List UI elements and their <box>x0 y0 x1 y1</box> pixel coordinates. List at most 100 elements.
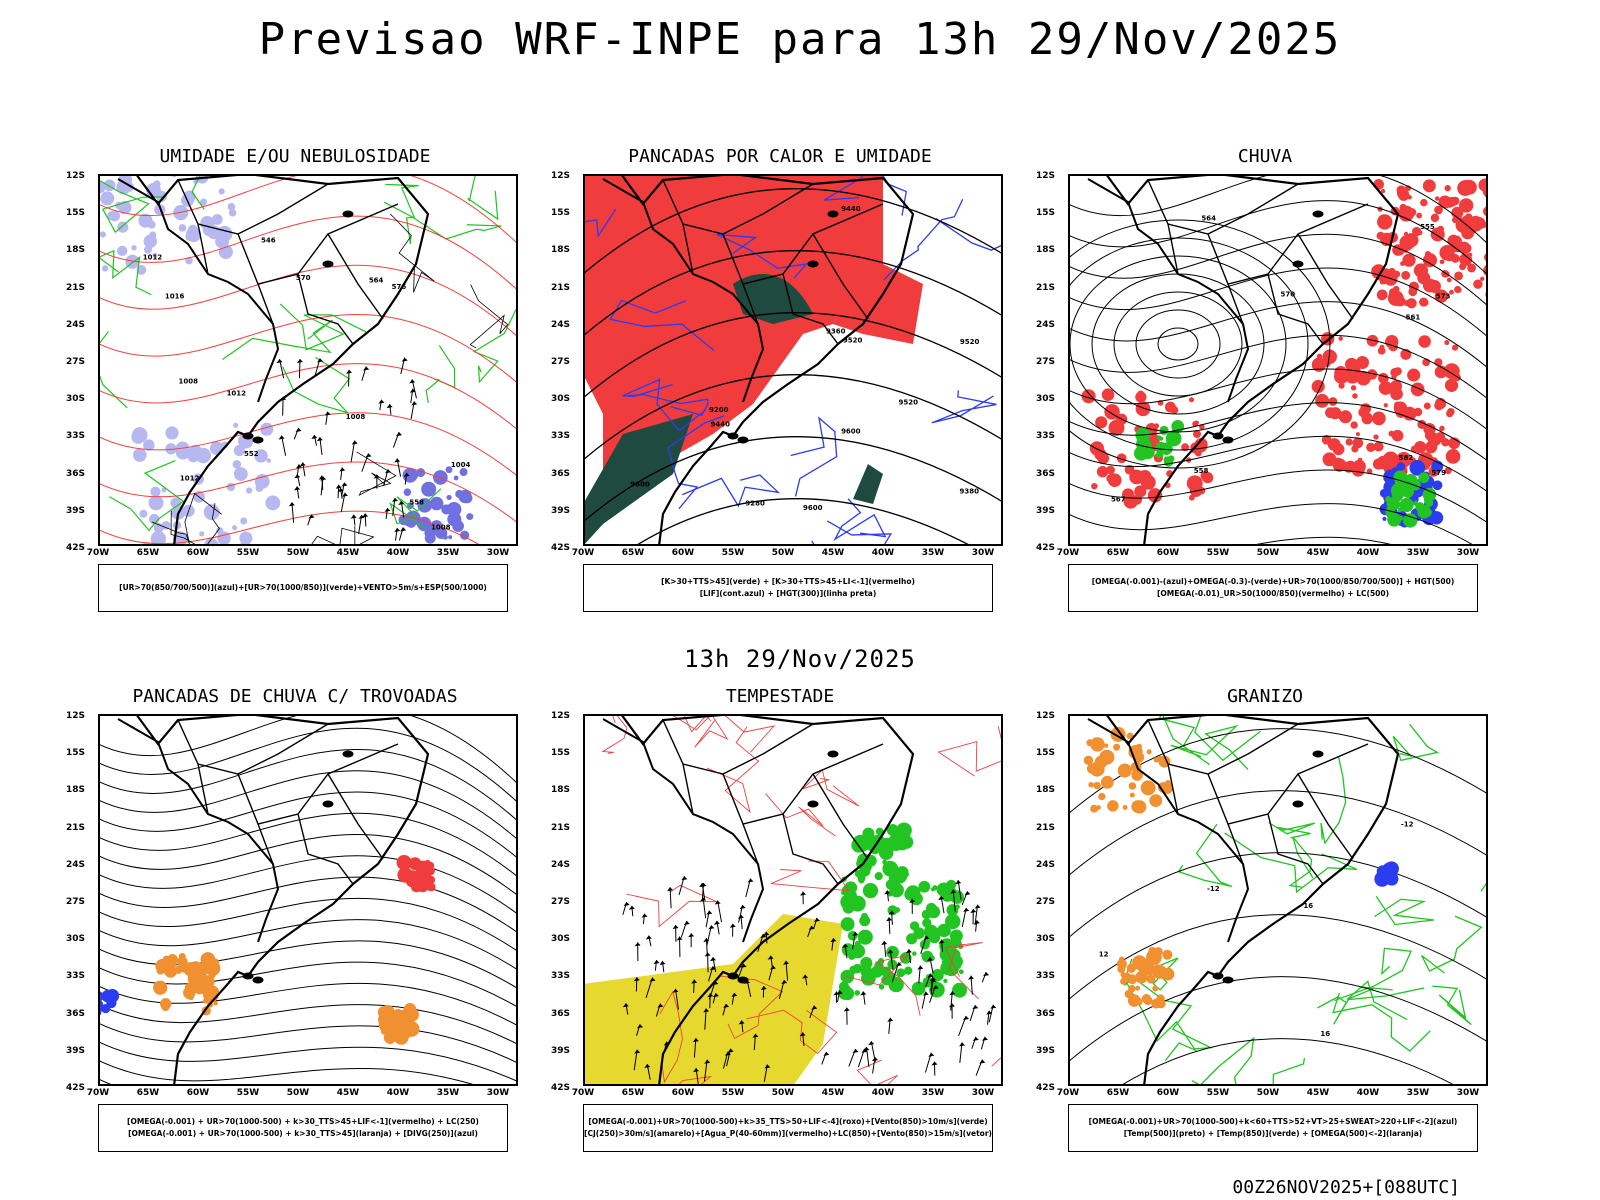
longitude-axis: 70W 65W 60W 55W 50W 45W 40W 35W 30W <box>87 548 518 560</box>
longitude-tick: 35W <box>1406 1088 1430 1098</box>
latitude-tick: 12S <box>1036 171 1056 181</box>
contour-label: 564 <box>1201 215 1216 223</box>
main-title: Previsao WRF-INPE para 13h 29/Nov/2025 <box>258 14 1342 65</box>
latitude-tick: 27S <box>66 357 86 367</box>
latitude-tick: 18S <box>66 785 86 796</box>
contour-label: 1008 <box>346 413 366 421</box>
latitude-tick: 24S <box>1036 319 1056 330</box>
country-border <box>117 178 280 403</box>
latitude-tick: 30S <box>66 394 86 405</box>
humidity-very-high-area <box>398 466 474 544</box>
latitude-tick: 24S <box>66 859 86 870</box>
state-border <box>1267 813 1324 885</box>
longitude-tick: 30W <box>1456 1088 1480 1098</box>
map-frame[interactable]: 12 16 16 -12 -12 <box>1068 714 1488 1086</box>
longitude-axis: 70W 65W 60W 55W 50W 45W 40W 35W 30W <box>572 548 1003 560</box>
contour-label: 9440 <box>710 420 730 428</box>
panel-title: GRANIZO <box>1227 686 1303 707</box>
longitude-tick: 65W <box>1106 548 1130 558</box>
map-frame[interactable] <box>98 714 518 1086</box>
map-canvas <box>98 714 518 1086</box>
storm-area-orange <box>153 952 221 1016</box>
country-border <box>117 718 280 943</box>
map-frame[interactable]: 582 573 579 570 567 564 561 558 555 <box>1068 174 1488 546</box>
lake <box>1212 972 1224 980</box>
panel-tempestade[interactable]: TEMPESTADE 12S 15S 18S 21S 24S 27S 30S 33S 36S 39S… <box>551 686 1003 1166</box>
contour-label: 1012 <box>180 474 200 482</box>
country-border <box>602 718 765 943</box>
latitude-tick: 15S <box>1036 208 1056 219</box>
map-frame[interactable]: 1008 1008 1008 1012 1004 1016 1012 1012 576 570 56… <box>98 174 518 546</box>
state-border <box>1207 203 1369 285</box>
longitude-tick: 45W <box>821 1088 845 1098</box>
latitude-tick: 33S <box>66 431 86 442</box>
latitude-axis: 12S 15S 18S 21S 24S 27S 30S 33S 36S 39S 42S <box>66 711 96 1093</box>
latitude-tick: 18S <box>551 785 571 796</box>
contour-label: 1012 <box>227 389 247 397</box>
latitude-tick: 21S <box>66 282 86 293</box>
country-border <box>602 178 765 403</box>
latitude-tick: 21S <box>551 282 571 293</box>
geography <box>1068 174 1400 546</box>
longitude-tick: 50W <box>286 1088 310 1098</box>
omega-area-orange <box>1116 946 1175 1009</box>
lake <box>737 976 749 984</box>
lake <box>1222 976 1234 984</box>
contour-label: 9280 <box>745 500 765 508</box>
latitude-tick: 42S <box>66 1083 86 1093</box>
latitude-tick: 24S <box>1036 859 1056 870</box>
latitude-tick: 27S <box>1036 897 1056 907</box>
legend-line: [OMEGA(-0.001)+UR>70(1000-500)+k<60+TTS>… <box>1088 1117 1458 1126</box>
latitude-tick: 36S <box>551 468 571 479</box>
panel-legend: [K>30+TTS>45](verde) + [K>30+TTS>45+LI<-… <box>583 564 993 612</box>
longitude-tick: 30W <box>486 1088 510 1098</box>
lake <box>322 800 334 808</box>
longitude-tick: 55W <box>1206 548 1230 558</box>
coastline <box>1068 714 1400 1086</box>
longitude-tick: 30W <box>971 1088 995 1098</box>
latitude-tick: 30S <box>551 934 571 945</box>
state-border <box>722 743 884 825</box>
map-frame[interactable] <box>583 714 1003 1086</box>
geography <box>98 714 430 1086</box>
lake <box>1222 436 1234 444</box>
longitude-tick: 40W <box>871 1088 895 1098</box>
longitude-tick: 55W <box>236 548 260 558</box>
lake <box>737 436 749 444</box>
longitude-tick: 45W <box>821 548 845 558</box>
longitude-tick: 40W <box>386 548 410 558</box>
state-border <box>197 763 209 815</box>
latitude-tick: 12S <box>66 171 86 181</box>
panel-pancadas-calor[interactable]: PANCADAS POR CALOR E UMIDADE 9600 9600 9600… <box>551 146 1003 626</box>
latitude-tick: 39S <box>551 505 571 516</box>
map-canvas: 12 16 16 -12 -12 <box>1068 714 1488 1086</box>
contour-label: 558 <box>1194 467 1209 475</box>
map-frame[interactable]: 9600 9600 9600 9520 9520 9520 9440 9440 9360 9380… <box>583 174 1003 546</box>
panel-umidade[interactable]: UMIDADE E/OU NEBULOSIDADE 1008 1008 1008 101… <box>66 146 518 626</box>
contour-label: 9600 <box>630 481 650 489</box>
latitude-tick: 12S <box>551 711 571 721</box>
latitude-axis: 12S 15S 18S 21S 24S 27S 30S 33S 36S 39S 42S <box>551 171 581 553</box>
contour-label: 1008 <box>178 378 198 386</box>
panel-granizo[interactable]: GRANIZO 12 16 16 -12 -12 12S 15S 18S 21S 24S 27S 30S… <box>1036 686 1488 1166</box>
state-border <box>297 273 354 345</box>
latitude-tick: 27S <box>551 897 571 907</box>
omega-area-orange <box>1083 726 1174 814</box>
longitude-tick: 60W <box>186 1088 210 1098</box>
country-border <box>1087 178 1250 403</box>
contour-label: 555 <box>1420 223 1435 231</box>
map-canvas: 9600 9600 9600 9520 9520 9520 9440 9440 9360 9380… <box>583 174 1003 546</box>
wind-vectors <box>276 357 418 541</box>
map-border <box>583 714 1003 1086</box>
latitude-tick: 18S <box>66 245 86 256</box>
contour-label: 558 <box>409 499 424 507</box>
longitude-tick: 60W <box>1156 548 1180 558</box>
state-border <box>297 813 354 885</box>
longitude-tick: 70W <box>571 1088 595 1098</box>
map-border <box>98 174 518 546</box>
panel-pancadas-trovoadas[interactable]: PANCADAS DE CHUVA C/ TROVOADAS 12S 15S 18S 2… <box>66 686 518 1166</box>
contour-label: 9520 <box>960 338 980 346</box>
humidity-high-area <box>131 422 281 546</box>
panel-chuva[interactable]: CHUVA 582 573 579 570 567 564 561 558 555 12S 15S 18… <box>1036 146 1488 626</box>
latitude-tick: 27S <box>66 897 86 907</box>
